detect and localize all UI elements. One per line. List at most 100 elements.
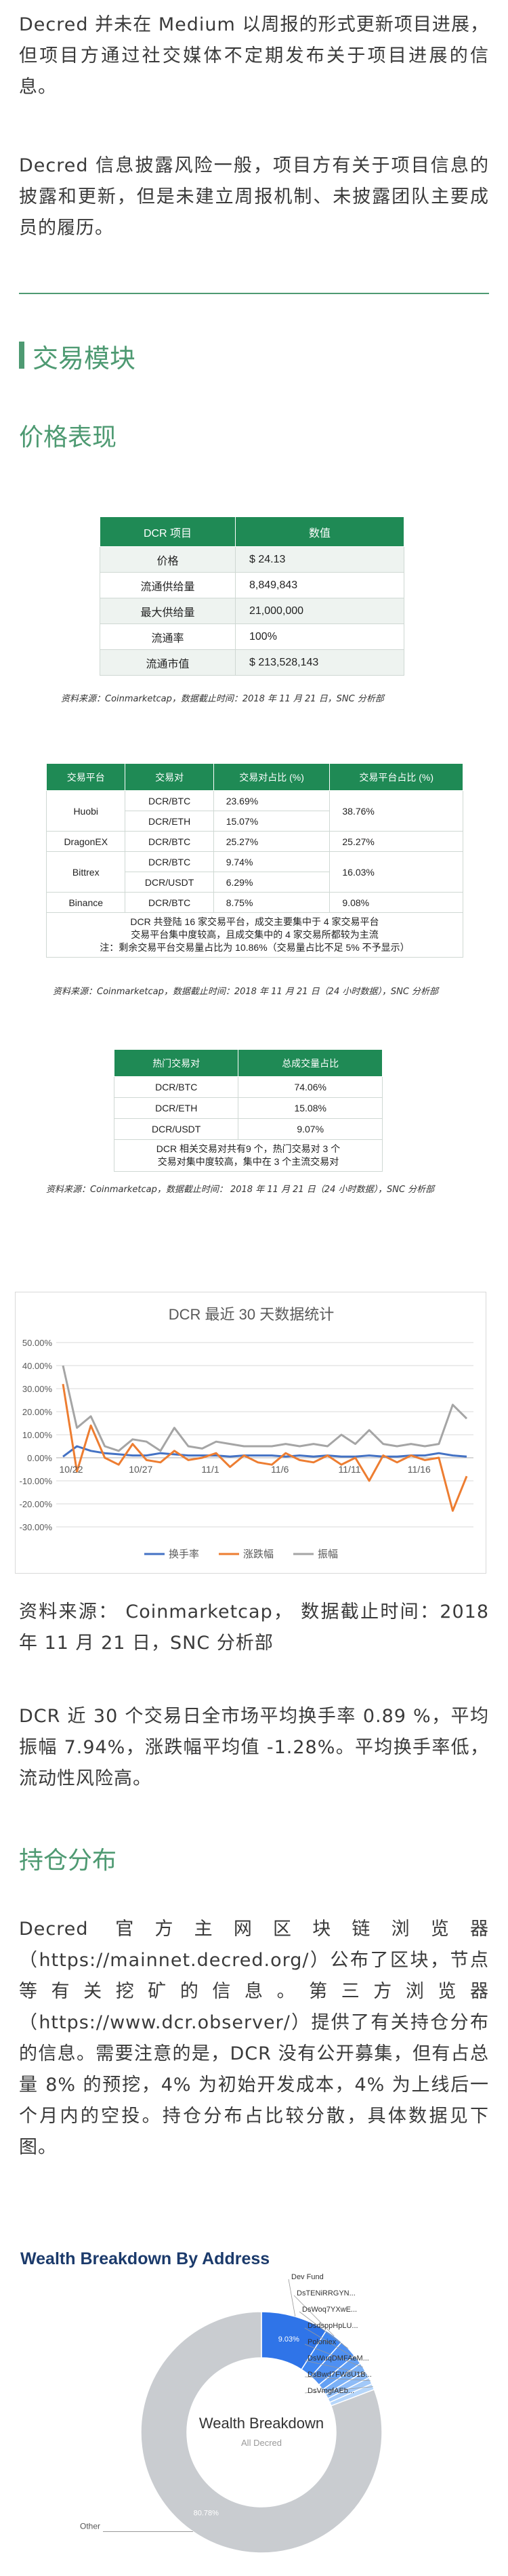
wealth-breakdown: Wealth Breakdown By Address 9.03% Dev Fun… [0, 2240, 508, 2576]
footnote-line: 交易对集中度较高，集中在 3 个主流交易对 [157, 1156, 339, 1167]
chart-y-ticks: 50.00% 40.00% 30.00% 20.00% 10.00% 0.00% -10.0… [20, 1338, 53, 1532]
line-chart: DCR 最近 30 天数据统计 50.00% 40.00% 30.00% 20.00%… [15, 1292, 486, 1574]
table-cell: 16.03% [329, 851, 463, 893]
section-divider [19, 293, 489, 294]
table-cell: 9.74% [213, 851, 331, 872]
x-tick-label: 10/22 [59, 1464, 83, 1475]
section-accent-bar [19, 342, 24, 369]
intro-paragraph-2: Decred 信息披露风险一般，项目方有关于项目信息的披露和更新，但是未建立周报… [19, 155, 489, 239]
y-tick-label: -30.00% [20, 1522, 53, 1532]
table-cell: DragonEX [45, 831, 126, 852]
label-leader [304, 2376, 371, 2381]
donut-center-subtitle: All Decred [241, 2438, 282, 2448]
table-cell: 流通供给量 [100, 572, 236, 598]
table-cell: DCR/USDT [113, 1118, 239, 1140]
table-header: 交易平台占比 (%) [329, 763, 463, 791]
legend-label: 涨跌幅 [243, 1549, 274, 1560]
wealth-donut [140, 2311, 383, 2554]
table-row: Huobi DCR/BTC 23.69% 38.76% [45, 790, 463, 832]
table-cell: $ 213,528,143 [235, 649, 404, 676]
table-row: Binance DCR/BTC 8.75% 9.08% [45, 892, 463, 913]
table-cell: Binance [45, 892, 126, 913]
table-row: 流通供给量 8,849,843 [100, 572, 404, 598]
table-cell: 23.69% [213, 790, 331, 811]
line-chart-svg: DCR 最近 30 天数据统计 50.00% 40.00% 30.00% 20.00%… [20, 1306, 473, 1560]
footnote-line: 交易平台集中度较高，且成交集中的 4 家交易所都较为主流 [131, 929, 379, 940]
dcr-stats-table: DCR 项目 数值 价格 $ 24.13 流通供给量 8,849,843 最大供给量… [100, 516, 404, 676]
table-footnote: DCR 共登陆 16 家交易平台，成交主要集中于 4 家交易平台 交易平台集中度… [46, 912, 463, 958]
y-tick-label: 20.00% [22, 1407, 53, 1417]
label-leader [304, 2344, 363, 2368]
table-cell: DCR/BTC [125, 831, 214, 852]
table-header: 交易对占比 (%) [213, 763, 331, 791]
y-tick-label: 0.00% [27, 1453, 52, 1463]
legend-label: 振幅 [318, 1549, 338, 1560]
analysis-paragraph: DCR 近 30 个交易日全市场平均换手率 0.89 %，平均振幅 7.94%，… [19, 1706, 489, 1789]
table-header: 数值 [235, 516, 404, 547]
table-cell: DCR/BTC [113, 1076, 239, 1098]
table-cell: DCR/BTC [125, 790, 214, 811]
table-cell: 15.07% [213, 811, 331, 832]
table-row: DCR/USDT 6.29% [47, 872, 463, 893]
x-tick-label: 11/11 [339, 1464, 361, 1475]
y-tick-label: 30.00% [22, 1384, 53, 1394]
table-header: DCR 项目 [100, 516, 236, 547]
table-row: DCR/ETH 15.07% [47, 811, 463, 832]
wealth-title: Wealth Breakdown By Address [20, 2249, 270, 2268]
table-row: 最大供给量 21,000,000 [100, 598, 404, 624]
table-cell: 8.75% [213, 892, 331, 913]
table-cell: $ 24.13 [235, 546, 404, 573]
footnote-line: 注：剩余交易平台交易量占比为 10.86%（交易量占比不足 5% 不予显示） [100, 942, 410, 953]
table-header: 交易平台 [45, 763, 126, 791]
holdings-subtitle: 持仓分布 [19, 1847, 117, 1875]
x-tick-label: 10/27 [129, 1464, 152, 1475]
table-cell: 价格 [100, 546, 236, 573]
wealth-labels: 9.03% Dev Fund DsTENiRRGYN... DsWoq7YXwE...… [80, 2273, 373, 2533]
table-cell: 最大供给量 [100, 598, 236, 624]
table-footnote: DCR 相关交易对共有9 个，热门交易对 3 个 交易对集中度较高，集中在 3 … [114, 1139, 383, 1172]
chart-source-line: 资料来源： Coinmarketcap， 数据截止时间：2018 年 11 月 … [19, 1601, 489, 1654]
label-leader [299, 2311, 349, 2349]
slice-percent-label: 9.03% [278, 2335, 299, 2344]
legend-label: 换手率 [169, 1549, 199, 1560]
pairs-table: 热门交易对 总成交量占比 DCR/BTC 74.06% DCR/ETH 15.08%… [113, 1049, 383, 1172]
table-cell: 15.08% [238, 1097, 383, 1119]
donut-center-title: Wealth Breakdown [199, 2415, 324, 2432]
slice-label: DsWuqDMFAeM... [308, 2354, 369, 2363]
table-cell: 100% [235, 623, 404, 650]
label-leader [304, 2360, 368, 2375]
price-subtitle: 价格表现 [19, 424, 117, 451]
table-row: DCR/USDT 9.07% [113, 1118, 383, 1140]
table-header: 热门交易对 [113, 1049, 239, 1077]
y-tick-label: -10.00% [20, 1476, 53, 1486]
table-header: 交易对 [125, 763, 214, 791]
pairs-source-note: 资料来源：Coinmarketcap，数据截止时间： 2018 年 11 月 2… [46, 1185, 435, 1195]
table-cell: 9.08% [329, 892, 463, 913]
table-row: DCR/ETH 15.08% [113, 1097, 383, 1119]
table-source-note: 资料来源：Coinmarketcap，数据截止时间：2018 年 11 月 21… [61, 694, 384, 704]
table-row: 流通市值 $ 213,528,143 [100, 649, 404, 676]
table-cell: DCR/USDT [125, 872, 214, 893]
chart-grid [56, 1342, 473, 1528]
y-tick-label: -20.00% [20, 1499, 53, 1509]
table-cell: 9.07% [238, 1118, 383, 1140]
intro-paragraph-1: Decred 并未在 Medium 以周报的形式更新项目进展，但项目方通过社交媒… [19, 14, 489, 98]
exchange-table: 交易平台 交易对 交易对占比 (%) 交易平台占比 (%) Huobi DCR/… [45, 763, 463, 958]
label-leader [304, 2327, 358, 2360]
section-title: 交易模块 [33, 344, 136, 373]
table-row: 流通率 100% [100, 623, 404, 650]
table-cell: Bittrex [45, 851, 126, 893]
table-header: 总成交量占比 [238, 1049, 383, 1077]
y-tick-label: 10.00% [22, 1430, 53, 1440]
slice-label: Poloniex [308, 2338, 337, 2346]
slice-label: DsdsppHpLU... [308, 2322, 358, 2330]
table-cell: 流通率 [100, 623, 236, 650]
table-cell: 74.06% [238, 1076, 383, 1098]
table-cell: Huobi [45, 790, 126, 832]
footnote-line: DCR 相关交易对共有9 个，热门交易对 3 个 [156, 1143, 341, 1154]
x-tick-label: 11/1 [201, 1464, 219, 1475]
label-leader [293, 2295, 335, 2337]
table-row: DCR/BTC 74.06% [113, 1076, 383, 1098]
slice-label: Dev Fund [291, 2273, 324, 2281]
